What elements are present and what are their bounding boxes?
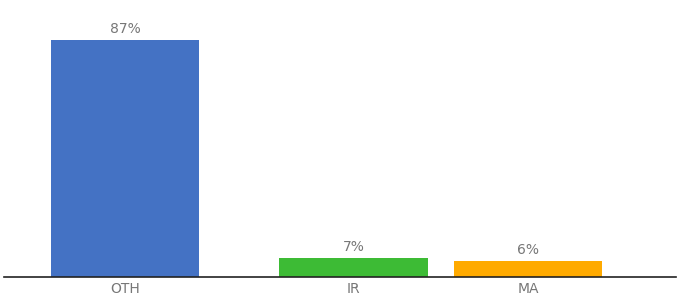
Text: 87%: 87% [109, 22, 141, 35]
Bar [454, 261, 602, 277]
Text: 6%: 6% [517, 242, 539, 256]
Bar [51, 40, 199, 277]
Text: 7%: 7% [343, 240, 364, 254]
Bar [279, 258, 428, 277]
